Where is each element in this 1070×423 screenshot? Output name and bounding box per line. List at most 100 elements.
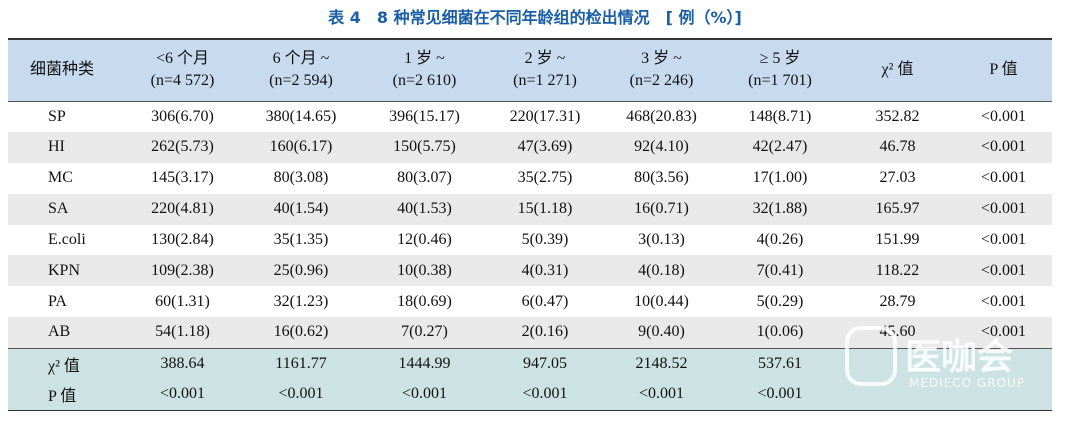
footer-cell: P 值 [48, 388, 77, 406]
header-line: 2 岁 ~ [524, 50, 566, 68]
table-cell: 32(1.23) [273, 292, 329, 310]
table-cell: MC [48, 169, 73, 187]
table-cell: 380(14.65) [265, 107, 337, 125]
footer-cell: 537.61 [758, 354, 802, 372]
table-cell: KPN [48, 261, 81, 279]
header-cell: 6 个月 ~ (n=2 594) [240, 39, 362, 101]
table-cell: 151.99 [875, 231, 920, 248]
header-cell: 细菌种类 [8, 39, 125, 101]
table-cell: 32(1.88) [752, 200, 808, 218]
footer-cell: <0.001 [638, 385, 685, 403]
table-cell: 7(0.41) [756, 261, 804, 279]
table-cell: 12(0.46) [397, 231, 452, 248]
table-cell: 306(6.70) [151, 107, 214, 125]
table-cell: <0.001 [980, 200, 1027, 218]
table-cell: 10(0.38) [397, 261, 452, 279]
table-row: MC 145(3.17) 80(3.08) 80(3.07) 35(2.75) 80(3.… [8, 163, 1052, 194]
table-cell: 25(0.96) [273, 261, 329, 279]
footer-cell: <0.001 [278, 385, 324, 403]
table-header: 细菌种类 <6 个月 (n=4 572) 6 个月 ~ (n=2 594) 1 岁 ~ (n… [8, 39, 1052, 101]
table-row: E.coli 130(2.84) 35(1.35) 12(0.46) 5(0.39) 3(… [8, 225, 1052, 256]
table-cell: 1(0.06) [756, 323, 804, 341]
table-cell: 47(3.69) [517, 138, 573, 156]
table-cell: <0.001 [980, 169, 1027, 187]
table-cell: E.coli [48, 231, 86, 248]
table-cell: <0.001 [980, 138, 1027, 156]
header-line: (n=2 246) [629, 72, 694, 90]
header-line: (n=4 572) [150, 72, 215, 90]
table-cell: 16(0.62) [273, 323, 329, 341]
footer-cell: <0.001 [401, 385, 448, 403]
table-cell: 3(0.13) [638, 231, 685, 248]
header-cell: 3 岁 ~ (n=2 246) [603, 39, 720, 101]
table-cell: 145(3.17) [151, 169, 214, 187]
table-cell: 396(15.17) [389, 107, 460, 125]
table-cell: 150(5.75) [393, 138, 456, 156]
header-line: ≥ 5 岁 [759, 50, 801, 68]
table-cell: <0.001 [980, 292, 1027, 310]
footer-cell: 388.64 [160, 354, 205, 372]
watermark-icon [845, 326, 897, 386]
table-cell: 220(17.31) [509, 107, 581, 125]
footer-cell: 1444.99 [398, 354, 451, 372]
table-cell: 35(1.35) [273, 231, 329, 248]
table-title: 表 4 8 种常见细菌在不同年龄组的检出情况 [ 例（%）] [328, 8, 742, 27]
table-cell: 109(2.38) [151, 261, 214, 279]
table-row: PA 60(1.31) 32(1.23) 18(0.69) 6(0.47) 10(0.44… [8, 286, 1052, 317]
header-row: 细菌种类 <6 个月 (n=4 572) 6 个月 ~ (n=2 594) 1 岁 ~ (n… [8, 39, 1052, 101]
footer-cell: <0.001 [159, 385, 206, 403]
table-cell: 17(1.00) [752, 169, 808, 187]
footer-cell: 947.05 [523, 354, 567, 372]
table-cell: 35(2.75) [517, 169, 573, 187]
table-cell: 4(0.26) [756, 231, 804, 248]
header-line: 6 个月 ~ [272, 50, 330, 68]
table-cell: <0.001 [980, 261, 1027, 279]
table-cell: <0.001 [980, 107, 1027, 125]
table-cell: SA [48, 200, 69, 218]
header-line: (n=2 594) [269, 72, 333, 90]
table-row: AB 54(1.18) 16(0.62) 7(0.27) 2(0.16) 9(0.40) 1… [8, 317, 1052, 349]
header-line: χ² 值 [881, 61, 914, 79]
table-row: SA 220(4.81) 40(1.54) 40(1.53) 15(1.18) 16(0.… [8, 193, 1052, 225]
header-line: 细菌种类 [30, 61, 95, 79]
table-body: SP 306(6.70) 380(14.65) 396(15.17) 220(17.31… [8, 101, 1052, 349]
table-cell: 15(1.18) [517, 200, 573, 218]
table-cell: 220(4.81) [151, 200, 214, 218]
table-cell: 80(3.56) [634, 169, 689, 187]
table-row: HI 262(5.73) 160(6.17) 150(5.75) 47(3.69) 92(… [8, 131, 1052, 163]
table-cell: 468(20.83) [626, 107, 697, 125]
table-cell: 118.22 [875, 261, 920, 279]
header-line: 3 岁 ~ [641, 50, 682, 68]
footer-row: χ² 值 388.64 1161.77 1444.99 947.05 2148.52 537… [8, 348, 1052, 380]
table-cell: 262(5.73) [151, 138, 214, 156]
watermark-subtitle: MEDIECO GROUP [909, 376, 1026, 390]
header-line: 1 岁 ~ [404, 50, 445, 68]
table-cell: 130(2.84) [151, 231, 214, 248]
header-line: (n=2 610) [392, 72, 457, 90]
table-cell: SP [48, 107, 66, 125]
table-cell: 80(3.07) [397, 169, 452, 187]
table-cell: 6(0.47) [521, 292, 569, 310]
table-cell: PA [48, 292, 67, 310]
footer-cell: χ² 值 [48, 357, 80, 375]
footer-cell: 2148.52 [635, 354, 688, 372]
table-cell: 160(6.17) [269, 138, 333, 156]
table-cell: AB [48, 323, 71, 341]
footer-cell: <0.001 [522, 385, 568, 403]
table-cell: 28.79 [879, 292, 916, 310]
table-row: SP 306(6.70) 380(14.65) 396(15.17) 220(17.31… [8, 101, 1052, 132]
table-cell: HI [48, 138, 65, 156]
header-line: (n=1 701) [748, 72, 812, 90]
footer-cell: <0.001 [757, 385, 803, 403]
footer-row: P 值 <0.001 <0.001 <0.001 <0.001 <0.001 <0.001 [8, 379, 1052, 411]
table-cell: 27.03 [879, 169, 916, 187]
table-cell: 40(1.53) [397, 200, 452, 218]
table-cell: 16(0.71) [634, 200, 689, 218]
table-cell: 92(4.10) [634, 138, 689, 156]
table-cell: <0.001 [980, 323, 1027, 341]
table-cell: 42(2.47) [752, 138, 808, 156]
table-cell: 54(1.18) [155, 323, 210, 341]
header-line: <6 个月 [155, 50, 210, 68]
table-cell: 10(0.44) [634, 292, 689, 310]
